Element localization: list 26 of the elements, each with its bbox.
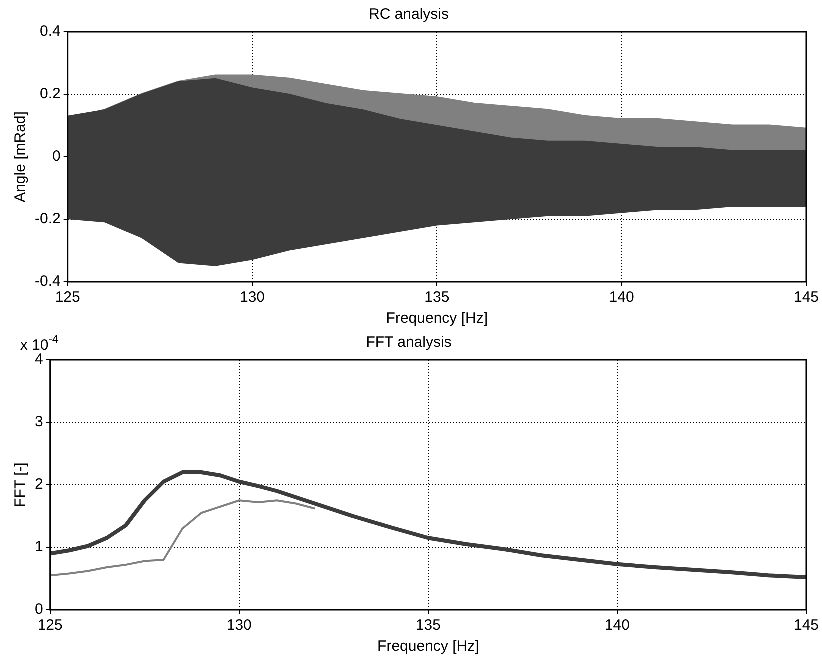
- y-tick-label: -0.2: [34, 210, 61, 228]
- y-axis-title: Angle [mRad]: [12, 112, 30, 202]
- x-tick-label: 130: [226, 617, 252, 634]
- x-tick-label: 145: [794, 617, 819, 634]
- x-axis-title: Frequency [Hz]: [378, 638, 480, 656]
- y-tick-label: 2: [35, 476, 44, 494]
- y-axis-title: FFT [-]: [12, 462, 30, 508]
- x-tick-label: 130: [240, 289, 266, 306]
- x-axis-title: Frequency [Hz]: [386, 310, 488, 328]
- y-tick-label: 4: [35, 351, 44, 368]
- x-tick-label: 125: [55, 289, 80, 306]
- y-tick-label: 0: [52, 148, 61, 166]
- chart-title: RC analysis: [368, 6, 450, 24]
- x-tick-label: 140: [604, 617, 630, 634]
- y-tick-label: 0.4: [40, 23, 61, 40]
- chart-title: FFT analysis: [366, 334, 452, 352]
- x-tick-label: 135: [424, 289, 450, 306]
- y-tick-label: 0: [35, 601, 44, 618]
- x-tick-label: 145: [794, 289, 819, 306]
- y-tick-label: 3: [35, 414, 44, 431]
- y-tick-label: 0.2: [40, 86, 61, 103]
- y-tick-label: -0.4: [34, 273, 61, 290]
- x-tick-label: 140: [609, 289, 634, 306]
- x-tick-label: 125: [38, 617, 63, 634]
- y-tick-label: 1: [35, 538, 44, 556]
- x-tick-label: 135: [416, 617, 441, 634]
